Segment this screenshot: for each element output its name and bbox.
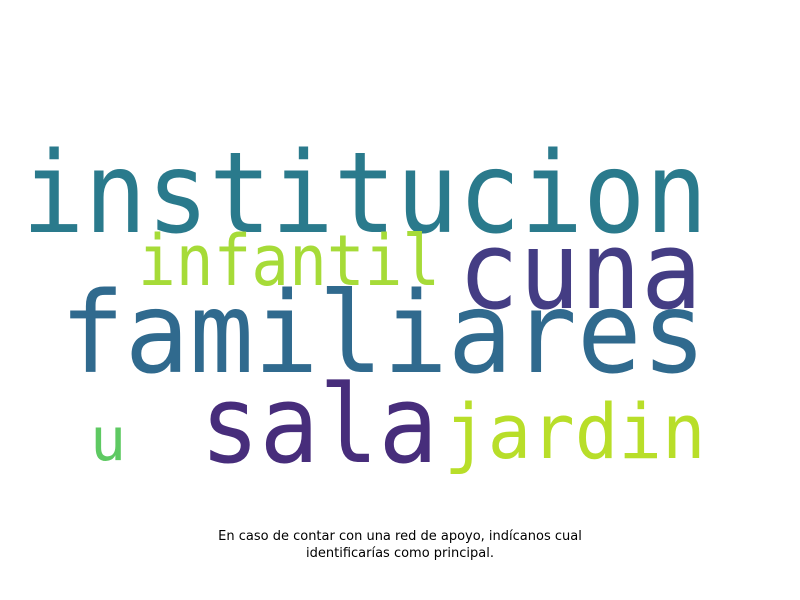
figure-caption: En caso de contar con una red de apoyo, … [150, 528, 650, 562]
word-infantil: infantil [138, 220, 441, 302]
word-sala: sala [200, 363, 439, 488]
word-familiares: familiares [60, 269, 707, 399]
caption-line-2: identificarías como principal. [306, 546, 494, 561]
word-u: u [90, 405, 127, 475]
word-jardin: jardin [444, 387, 706, 476]
caption-line-1: En caso de contar con una red de apoyo, … [218, 529, 582, 544]
word-cuna: cuna [458, 209, 703, 334]
word-institucion: institucion [22, 129, 708, 259]
